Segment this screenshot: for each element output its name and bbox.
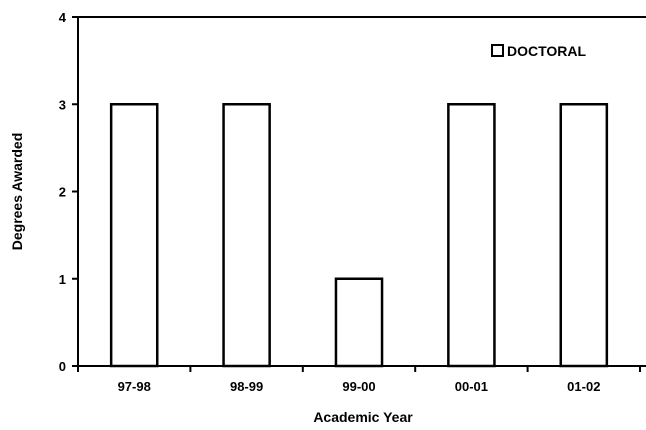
plot-area: 0 1 2 3 4 97-98 98-99 99-00 00-01 01-02 xyxy=(59,10,646,394)
x-ticks: 97-98 98-99 99-00 00-01 01-02 xyxy=(77,366,641,394)
x-tick-label: 99-00 xyxy=(342,379,375,394)
legend-label: DOCTORAL xyxy=(507,43,587,59)
bar-97-98 xyxy=(109,103,159,368)
y-ticks: 0 1 2 3 4 xyxy=(59,10,78,374)
y-axis-title: Degrees Awarded xyxy=(9,133,25,251)
bar-01-02 xyxy=(559,103,609,368)
legend-swatch xyxy=(491,44,504,57)
y-tick-label: 2 xyxy=(59,185,66,200)
y-tick-label: 4 xyxy=(59,10,67,25)
bar-98-99 xyxy=(222,103,271,368)
x-tick-label: 01-02 xyxy=(567,379,600,394)
legend: DOCTORAL xyxy=(491,43,587,59)
y-tick-label: 0 xyxy=(59,359,66,374)
x-tick-label: 00-01 xyxy=(455,379,488,394)
x-tick-label: 97-98 xyxy=(118,379,151,394)
bar-99-00 xyxy=(334,277,384,368)
y-tick-label: 3 xyxy=(59,97,66,112)
y-tick-label: 1 xyxy=(59,272,66,287)
bar-00-01 xyxy=(447,103,496,368)
x-tick-label: 98-99 xyxy=(230,379,263,394)
x-axis-title: Academic Year xyxy=(313,409,413,425)
